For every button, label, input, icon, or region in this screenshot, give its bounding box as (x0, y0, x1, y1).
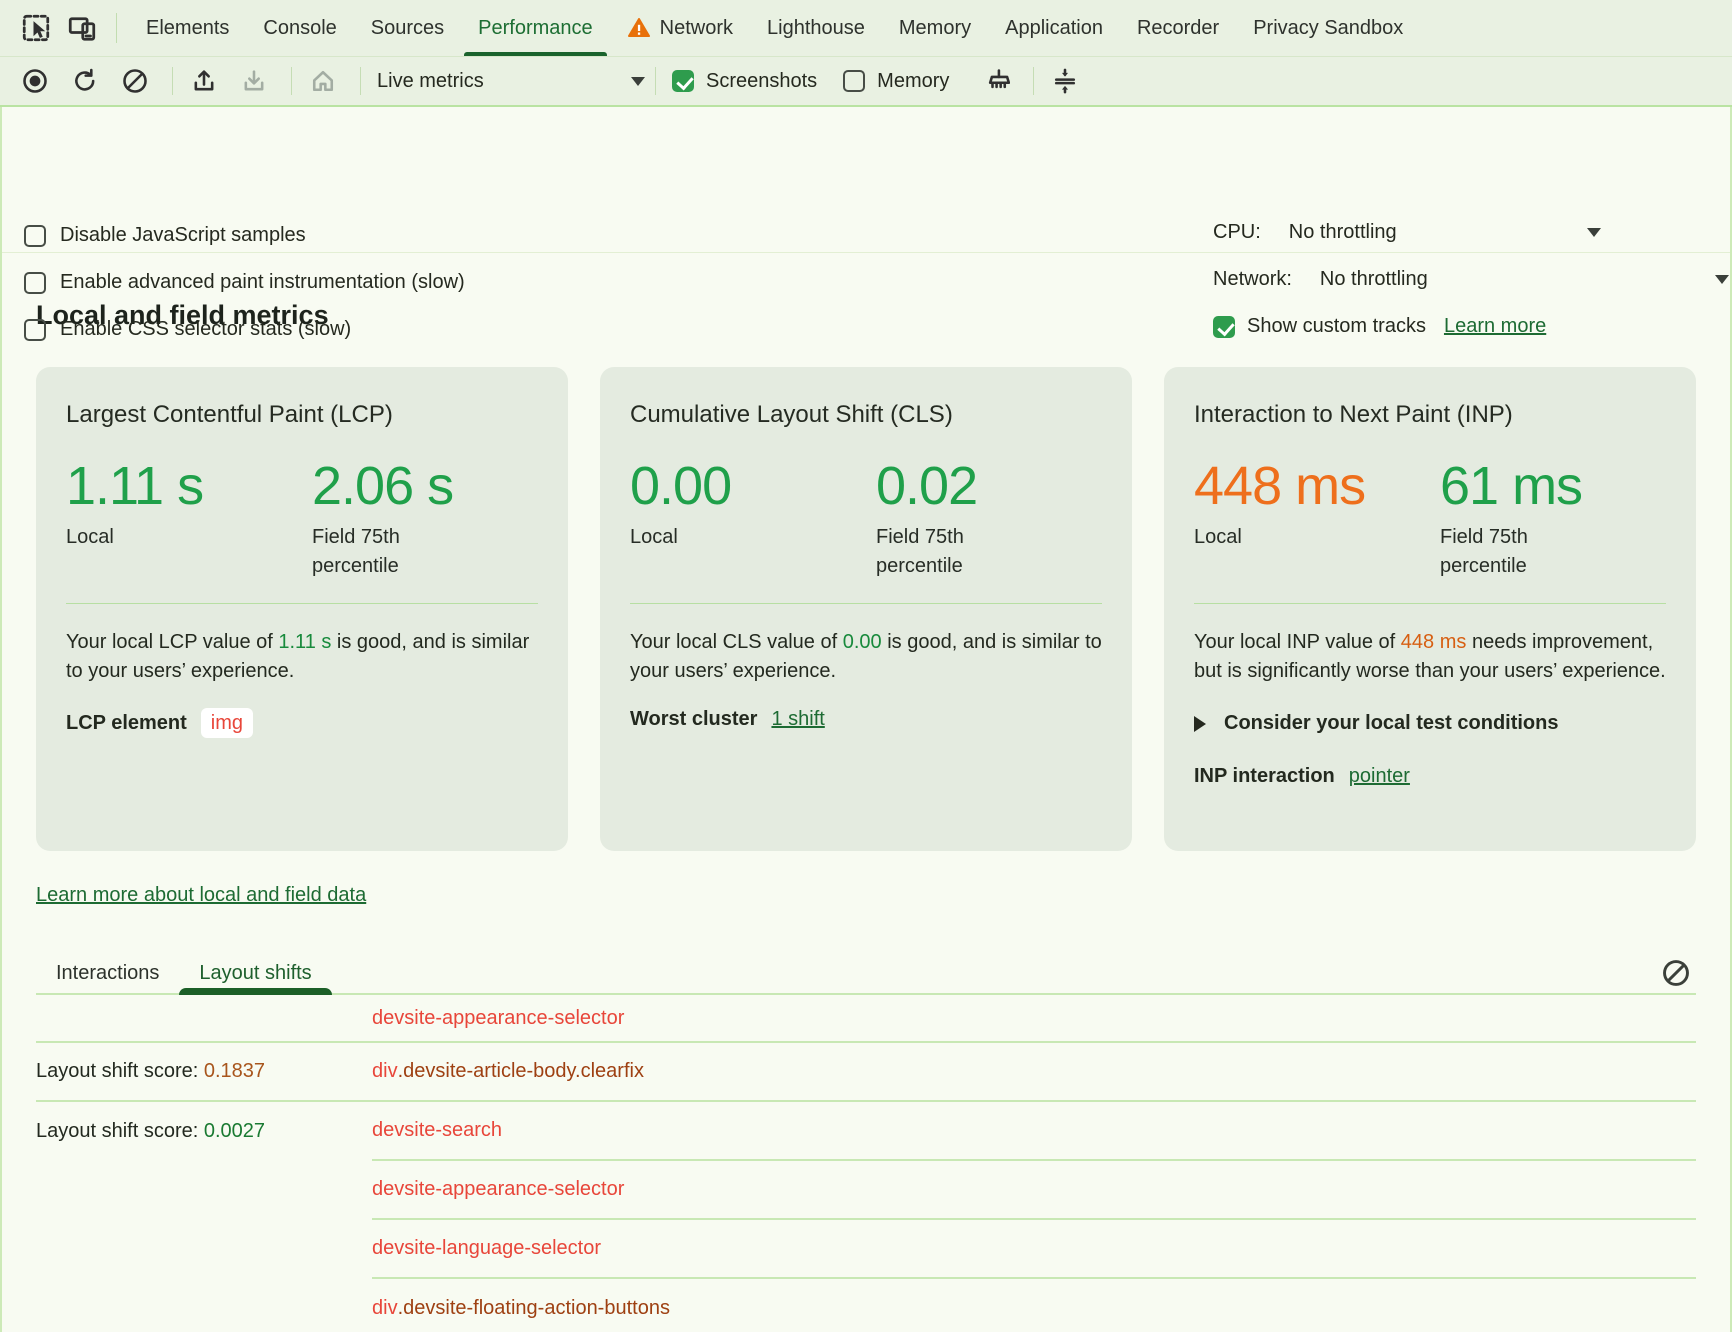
layout-shift-score: Layout shift score: 0.1837 (36, 1060, 266, 1082)
cls-card: Cumulative Layout Shift (CLS) 0.00 Local… (600, 367, 1132, 851)
show-custom-tracks-checkbox[interactable]: Show custom tracks Learn more (1213, 315, 1546, 338)
clear-icon[interactable] (120, 66, 150, 96)
collapse-icon[interactable] (1050, 66, 1080, 96)
css-selector-stats-checkbox[interactable]: Enable CSS selector stats (slow) (24, 318, 351, 341)
tab-application[interactable]: Application (1005, 16, 1103, 39)
screenshots-checkbox[interactable]: Screenshots (672, 70, 817, 93)
checkbox-icon (24, 224, 46, 247)
devtools-tabbar: Elements Console Sources Performance Net… (0, 0, 1732, 57)
inp-interaction-link[interactable]: pointer (1348, 765, 1410, 787)
tab-recorder[interactable]: Recorder (1136, 16, 1220, 39)
tab-layout-shifts[interactable]: Layout shifts (179, 953, 332, 995)
inp-description: Your local INP value of 448 ms needs imp… (1194, 631, 1666, 682)
local-test-conditions-disclosure[interactable]: Consider your local test conditions (1194, 712, 1666, 735)
layout-shift-score: Layout shift score: 0.0027 (36, 1120, 266, 1142)
layout-shift-element-link[interactable]: devsite-search (372, 1102, 1696, 1161)
metric-cards: Largest Contentful Paint (LCP) 1.11 s Lo… (36, 367, 1696, 851)
inp-field-value: 61 ms (1440, 456, 1583, 516)
advanced-paint-checkbox[interactable]: Enable advanced paint instrumentation (s… (24, 271, 465, 294)
toolbar-separator (291, 67, 292, 95)
tab-privacy-sandbox[interactable]: Privacy Sandbox (1253, 16, 1404, 39)
checkbox-icon (24, 318, 46, 341)
checkbox-icon (843, 70, 866, 92)
toolbar-separator (172, 67, 173, 95)
memory-checkbox[interactable]: Memory (843, 70, 949, 93)
layout-shift-rows: devsite-appearance-selector Layout shift … (36, 995, 1696, 1332)
device-toolbar-icon[interactable] (66, 12, 98, 44)
checkbox-checked-icon (1213, 315, 1235, 338)
performance-toolbar: Live metrics Screenshots Memory (0, 57, 1732, 107)
log-tabbar: Interactions Layout shifts (36, 953, 1696, 995)
lcp-element-link[interactable]: img (200, 708, 254, 738)
chevron-down-icon (631, 76, 645, 86)
disable-js-samples-checkbox[interactable]: Disable JavaScript samples (24, 224, 306, 247)
field-data-learn-more-link[interactable]: Learn more about local and field data (36, 884, 367, 906)
capture-options: Disable JavaScript samples Enable advanc… (2, 107, 1730, 341)
cpu-throttling-select[interactable]: CPU: No throttling (1213, 221, 1601, 244)
layout-shift-element-link[interactable]: div .devsite-article-body.clearfix (372, 1060, 644, 1082)
layout-shift-element-link[interactable]: devsite-appearance-selector (372, 1006, 625, 1029)
download-profile-icon[interactable] (239, 66, 269, 96)
tab-performance[interactable]: Performance (461, 0, 610, 56)
tab-elements[interactable]: Elements (146, 16, 230, 39)
worst-cluster-link[interactable]: 1 shift (771, 708, 825, 730)
history-dropdown[interactable]: Live metrics (377, 70, 645, 93)
network-throttling-select[interactable]: Network: No throttling (1213, 268, 1729, 291)
upload-profile-icon[interactable] (189, 66, 219, 96)
layout-shift-element-link[interactable]: devsite-language-selector (372, 1220, 1696, 1279)
triangle-right-icon (1194, 715, 1206, 732)
live-metrics-view: Local and field metrics Largest Contentf… (2, 300, 1730, 1332)
lcp-description: Your local LCP value of 1.11 s is good, … (66, 631, 530, 682)
tab-network[interactable]: Network (610, 0, 750, 56)
cls-field-value: 0.02 (876, 456, 978, 516)
page-title: Local and field metrics (36, 300, 329, 330)
lcp-local-value: 1.11 s (66, 456, 204, 516)
chevron-down-icon (1715, 275, 1729, 284)
tab-console[interactable]: Console (263, 16, 337, 39)
layout-shift-row: Layout shift score: 0.0027 devsite-search (36, 1102, 1696, 1161)
cls-local-value: 0.00 (630, 456, 732, 516)
layout-shift-row: devsite-appearance-selector (36, 1161, 1696, 1220)
performance-panel: Disable JavaScript samples Enable advanc… (0, 107, 1732, 1332)
layout-shift-row: devsite-language-selector (36, 1220, 1696, 1279)
toolbar-separator (360, 67, 361, 95)
warning-icon (627, 16, 651, 40)
layout-shift-row: div .devsite-floating-action-buttons (36, 1279, 1696, 1332)
cls-description: Your local CLS value of 0.00 is good, an… (630, 631, 1102, 682)
home-icon (308, 66, 338, 96)
tab-sources[interactable]: Sources (370, 16, 445, 39)
layout-shift-element-link[interactable]: devsite-appearance-selector (372, 1161, 1696, 1220)
record-icon[interactable] (20, 66, 50, 96)
checkbox-icon (24, 271, 46, 294)
toolbar-separator (655, 67, 656, 95)
layout-shift-row: Layout shift score: 0.1837 div .devsite-ar… (36, 1043, 1696, 1102)
layout-shift-row: devsite-appearance-selector (36, 995, 1696, 1043)
checkbox-checked-icon (672, 70, 694, 92)
lcp-field-value: 2.06 s (312, 456, 454, 516)
clear-log-icon[interactable] (1660, 957, 1692, 989)
lcp-card: Largest Contentful Paint (LCP) 1.11 s Lo… (36, 367, 568, 851)
toolbar-separator (1033, 67, 1035, 95)
tab-interactions[interactable]: Interactions (56, 961, 160, 984)
toolbar-separator (116, 13, 117, 43)
layout-shift-element-link[interactable]: div .devsite-floating-action-buttons (372, 1297, 670, 1319)
inp-local-value: 448 ms (1194, 456, 1366, 516)
inp-card: Interaction to Next Paint (INP) 448 ms L… (1164, 367, 1696, 851)
inspect-icon[interactable] (20, 12, 52, 44)
chevron-down-icon (1587, 228, 1601, 237)
tab-lighthouse[interactable]: Lighthouse (767, 16, 865, 39)
custom-tracks-learn-more-link[interactable]: Learn more (1443, 315, 1547, 337)
reload-icon[interactable] (70, 66, 100, 96)
tab-memory[interactable]: Memory (898, 16, 972, 39)
garbage-collect-icon[interactable] (981, 66, 1011, 96)
